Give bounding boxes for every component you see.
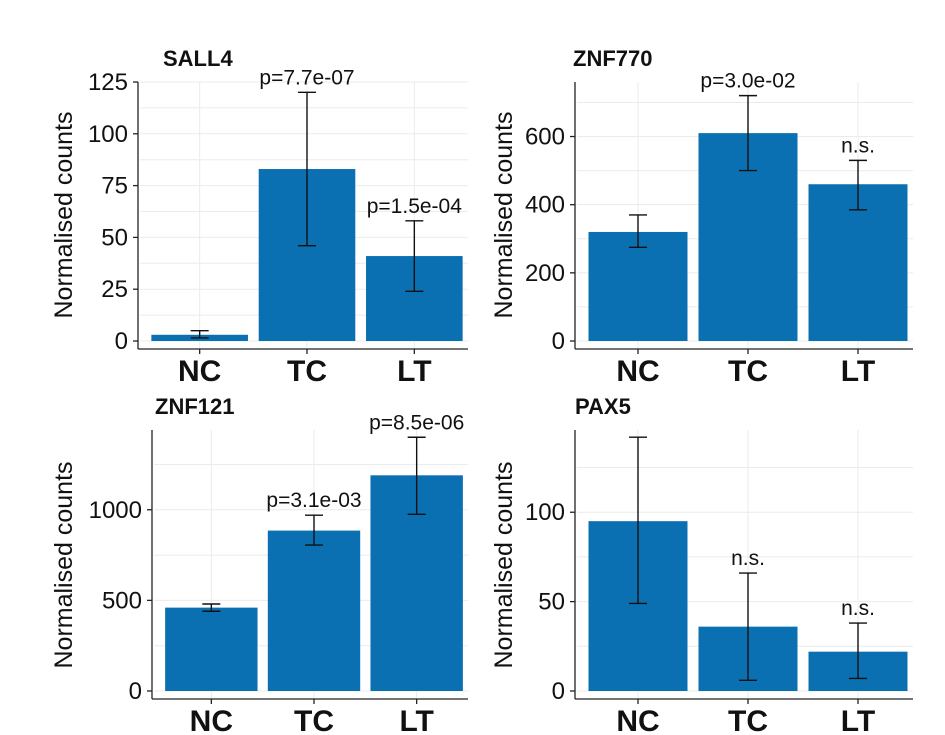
error-bar (405, 220, 424, 292)
y-tick-label: 0 (115, 328, 128, 355)
y-tick-label: 1000 (89, 497, 142, 524)
error-bar (202, 603, 221, 612)
y-tick-label: 200 (525, 260, 565, 287)
y-tick-label: 400 (525, 192, 565, 219)
error-bar (739, 94, 757, 172)
x-tick-label: NC (616, 705, 659, 735)
y-tick-label: 500 (102, 587, 142, 614)
error-bar (739, 572, 757, 681)
bar-nc (588, 231, 688, 341)
significance-label: n.s. (841, 597, 875, 620)
bar-tc (267, 530, 361, 691)
x-tick-label: TC (728, 355, 768, 388)
y-tick-label: 50 (101, 224, 128, 251)
significance-label: n.s. (731, 547, 765, 570)
significance-label: p=3.1e-03 (266, 489, 361, 512)
y-tick-label: 50 (538, 589, 565, 616)
y-axis-label: Normalised counts (490, 461, 518, 668)
x-tick-label: LT (841, 355, 875, 388)
error-bar (305, 514, 323, 546)
chart-panel: 0 500 1000 NC TC p=3.1e-03 LT p=8.5e-06 ZNF121 No… (50, 394, 468, 735)
y-tick-label: 100 (88, 121, 128, 148)
y-axis-label: Normalised counts (50, 111, 78, 318)
chart-panel: 0 50 100 NC TC n.s. LT n.s. PAX5 Normalised count… (490, 394, 913, 735)
y-tick-label: 125 (88, 69, 128, 96)
x-tick-label: LT (397, 355, 431, 388)
significance-label: p=7.7e-07 (259, 66, 354, 89)
significance-label: n.s. (841, 134, 875, 157)
y-axis-label: Normalised counts (490, 111, 518, 318)
chart-title: ZNF121 (155, 394, 234, 419)
y-axis-label: Normalised counts (50, 461, 78, 668)
x-tick-label: NC (190, 705, 233, 735)
y-tick-label: 0 (129, 678, 142, 705)
y-tick-label: 25 (101, 276, 128, 303)
x-tick-label: TC (294, 705, 334, 735)
error-bar (629, 214, 647, 248)
error-bar (849, 159, 867, 211)
error-bar (407, 436, 426, 515)
chart-title: ZNF770 (573, 46, 652, 71)
significance-label: p=3.0e-02 (700, 70, 795, 93)
error-bar (629, 436, 647, 605)
chart-panel: 0 200 400 600 NC TC p=3.0e-02 LT n.s. ZNF770 Norma… (490, 46, 913, 388)
y-tick-label: 75 (101, 173, 128, 200)
x-tick-label: LT (399, 705, 433, 735)
significance-label: p=8.5e-06 (369, 411, 464, 434)
error-bar (849, 622, 867, 680)
x-tick-label: TC (728, 705, 768, 735)
x-tick-label: NC (178, 355, 221, 388)
error-bar (190, 329, 209, 339)
chart-title: SALL4 (163, 46, 233, 71)
x-tick-label: LT (841, 705, 875, 735)
x-tick-label: TC (287, 355, 327, 388)
bar-nc (165, 607, 258, 691)
y-tick-label: 0 (552, 328, 565, 355)
error-bar (298, 91, 316, 247)
x-tick-label: NC (616, 355, 659, 388)
chart-title: PAX5 (575, 394, 631, 419)
chart-panel: 0 25 50 75 100 125 NC TC p=7.7e-07 LT p=1.5e-04 SAL… (50, 46, 468, 388)
y-tick-label: 100 (525, 499, 565, 526)
y-tick-label: 0 (552, 678, 565, 705)
significance-label: p=1.5e-04 (367, 195, 462, 218)
y-tick-label: 600 (525, 124, 565, 151)
